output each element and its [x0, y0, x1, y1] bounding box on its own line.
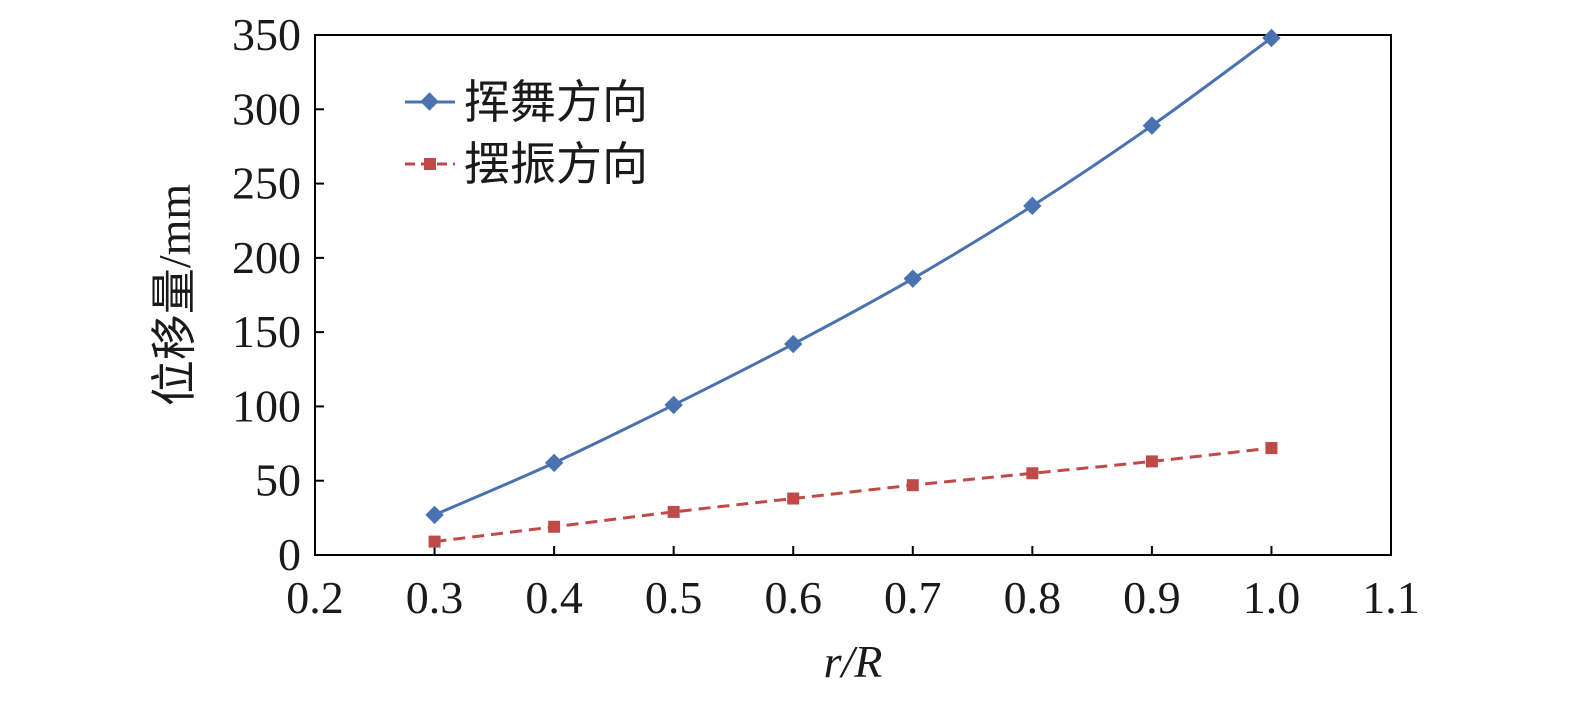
- data-point-diamond: [784, 334, 803, 354]
- y-tick-label: 200: [232, 232, 301, 283]
- series-line-lag: [434, 446, 1272, 544]
- data-point-square: [1026, 467, 1039, 480]
- data-point-square: [667, 505, 680, 518]
- legend-item-flap: 挥舞方向: [405, 75, 648, 129]
- data-point-diamond: [544, 453, 564, 473]
- data-point-square: [1145, 455, 1158, 468]
- plot-frame: [314, 34, 1392, 556]
- x-tick-label: 1.1: [1362, 572, 1420, 623]
- data-point-diamond: [425, 505, 444, 525]
- y-axis: 0 50 100 150 200 250 300 350: [232, 9, 324, 580]
- x-tick-label: 0.9: [1123, 572, 1181, 623]
- y-tick-label: 100: [232, 380, 301, 431]
- x-tick-label: 0.4: [525, 572, 583, 623]
- data-point-diamond: [903, 269, 922, 288]
- x-tick-label: 0.5: [645, 572, 703, 623]
- x-tick-label: 0.7: [884, 572, 942, 623]
- data-point-diamond: [1023, 196, 1042, 216]
- y-tick-label: 150: [232, 306, 301, 357]
- y-tick-label: 0: [278, 529, 301, 580]
- legend-item-lag: 摆振方向: [405, 137, 648, 191]
- data-point-square: [548, 520, 561, 533]
- series-line-flap: [433, 36, 1273, 517]
- y-axis-title: 位移量/mm: [149, 184, 200, 407]
- y-tick-label: 350: [232, 9, 301, 60]
- data-point-diamond: [1262, 28, 1281, 48]
- data-point-square: [906, 479, 919, 492]
- x-tick-label: 0.6: [764, 572, 822, 623]
- legend-label-flap: 挥舞方向: [464, 75, 648, 129]
- data-point-square: [787, 492, 800, 505]
- data-point-square: [1265, 442, 1278, 455]
- legend-label-lag: 摆振方向: [464, 137, 648, 191]
- data-point-diamond: [664, 395, 683, 415]
- data-point-diamond: [1142, 116, 1162, 135]
- y-tick-label: 300: [232, 83, 301, 134]
- x-axis: 0.2 0.3 0.4 0.5 0.6 0.7 0.8 0.9 1.0 1.1: [286, 546, 1420, 623]
- x-axis-title: r/R: [824, 636, 883, 687]
- x-tick-label: 0.3: [406, 572, 464, 623]
- y-tick-label: 250: [232, 158, 301, 209]
- x-tick-label: 0.2: [286, 572, 344, 623]
- series-layer: [425, 28, 1281, 548]
- legend-marker-diamond: [420, 92, 439, 111]
- x-tick-label: 1.0: [1243, 572, 1301, 623]
- data-point-square: [428, 535, 441, 548]
- x-tick-label: 0.8: [1004, 572, 1062, 623]
- legend-marker-square: [424, 158, 436, 170]
- legend: 挥舞方向 摆振方向: [405, 75, 648, 191]
- y-tick-label: 50: [255, 455, 301, 506]
